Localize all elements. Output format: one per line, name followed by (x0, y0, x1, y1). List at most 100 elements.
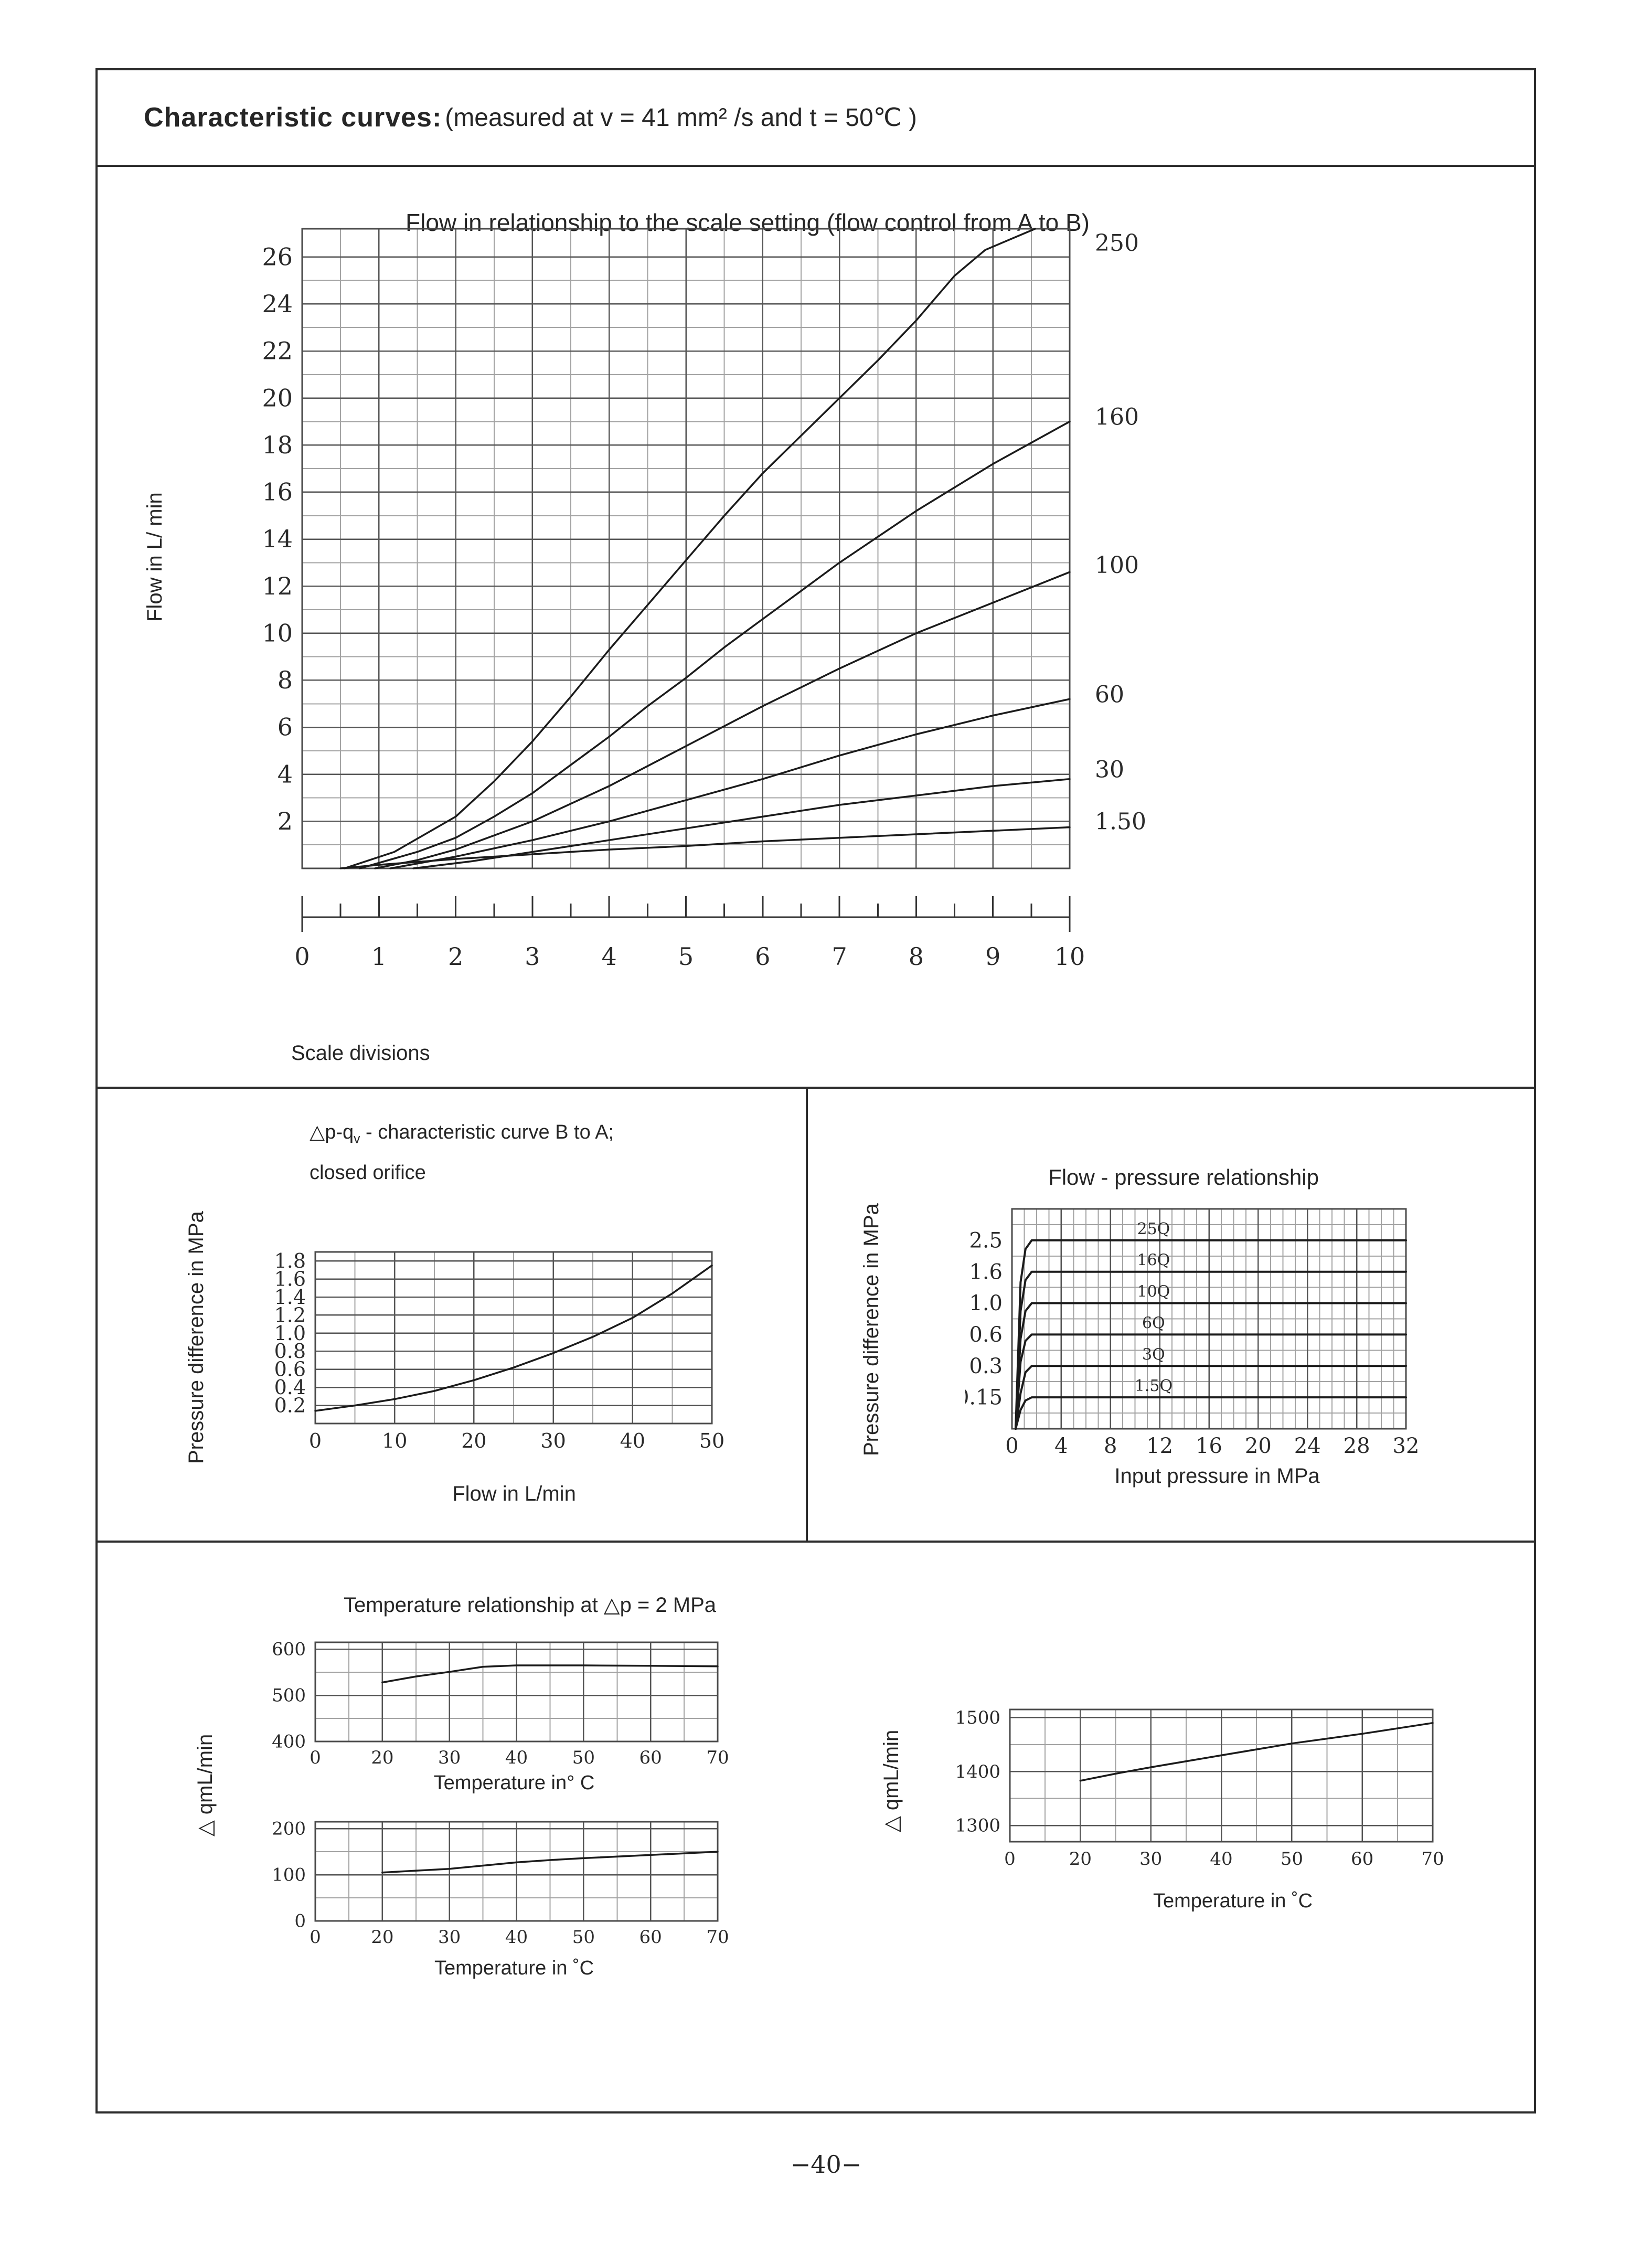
x-tick-label: 10 (382, 1429, 407, 1452)
dpqv-title-suffix: - characteristic curve B to A; (360, 1121, 614, 1143)
x-tick-label: 30 (438, 1747, 461, 1768)
curve-1.5Q (1015, 1396, 1407, 1430)
x-tick-label: 0 (309, 1429, 322, 1452)
flow-pressure-title: Flow - pressure relationship (1048, 1165, 1319, 1189)
x-tick-label: 20 (371, 1927, 393, 1948)
main-chart-ylabel: Flow in L/ min (143, 492, 166, 622)
header-title-rest: (measured at v = 41 mm² /s and t = 50℃ ) (445, 104, 917, 132)
x-tick-label: 60 (1351, 1849, 1373, 1870)
plot-frame (314, 1821, 719, 1922)
main-chart-xlabel: Scale divisions (291, 1042, 430, 1065)
curve-value-label: 100 (1095, 552, 1139, 579)
y-tick-label: 14 (262, 525, 293, 553)
curve-value-label: 1.50 (1095, 808, 1146, 835)
x-tick-label: 50 (1281, 1849, 1303, 1870)
x-tick-label: 5 (678, 942, 694, 971)
plot-frame (1009, 1708, 1434, 1843)
x-tick-label: 40 (505, 1747, 528, 1768)
y-tick-label: 0.8 (274, 1340, 306, 1363)
y-tick-label: 0 (294, 1911, 306, 1932)
x-tick-label: 0 (310, 1927, 321, 1948)
curve-name-label: 10Q (1137, 1283, 1170, 1301)
header-bar: Characteristic curves: (measured at v = … (98, 70, 1536, 167)
x-tick-label: 60 (640, 1927, 662, 1948)
temp-bottom-chart: 0 100 200 0 20 30 40 50 60 70 (272, 1819, 729, 1948)
dpqv-xlabel: Flow in L/min (452, 1482, 576, 1505)
y-tick-label: 26 (262, 242, 293, 271)
x-tick-label: 40 (620, 1429, 645, 1452)
x-tick-label: 40 (1210, 1849, 1232, 1870)
x-tick-label: 8 (1104, 1434, 1117, 1458)
dpqv-title-line1: △p-qv - characteristic curve B to A; (310, 1120, 614, 1148)
y-tick-label: 100 (272, 1865, 306, 1886)
x-tick-label: 20 (461, 1429, 486, 1452)
curve-name-label: 3Q (1142, 1345, 1165, 1364)
x-tick-label: 1 (371, 942, 387, 971)
curve-10Q (1015, 1302, 1407, 1430)
y-tick-label: 1500 (955, 1707, 1000, 1728)
y-tick-label: 1.6 (274, 1268, 306, 1291)
y-tick-label: 0.15 (965, 1386, 1003, 1410)
temp-right-xlabel: Temperature in ˚C (1153, 1890, 1313, 1912)
x-tick-label: 4 (1054, 1434, 1068, 1458)
y-tick-label: 18 (262, 431, 293, 459)
y-tick-label: 1.8 (274, 1249, 306, 1272)
dpqv-chart: 0.20.40.60.81.01.21.41.61.8 0 10 20 30 40 50 (274, 1249, 725, 1452)
y-tick-label: 600 (272, 1639, 306, 1660)
curve-delta-q (381, 1664, 719, 1684)
temp-top-chart: 400 500 600 0 20 30 40 50 60 70 (272, 1639, 729, 1768)
y-tick-label: 1.6 (969, 1260, 1003, 1284)
curve-160 (358, 420, 1071, 869)
x-tick-label: 28 (1344, 1434, 1370, 1458)
x-tick-label: 40 (505, 1927, 528, 1948)
curve-delta-q (381, 1851, 719, 1874)
y-tick-label: 1.2 (274, 1303, 306, 1326)
flow-pressure-chart: 0.15 0.3 0.6 1.0 1.6 2.5 0 4 8 12 16 20 24 28 32 25Q 16Q… (965, 1208, 1420, 1458)
x-tick-label: 0 (310, 1747, 321, 1768)
x-tick-label: 3 (525, 942, 540, 971)
x-tick-label: 60 (640, 1747, 662, 1768)
temp-top-xlabel: Temperature in° C (433, 1772, 595, 1794)
x-tick-label: 32 (1393, 1434, 1420, 1458)
curve-name-label: 16Q (1137, 1251, 1170, 1270)
temp-bottom-xlabel: Temperature in ˚C (434, 1957, 594, 1979)
x-tick-label: 2 (448, 942, 463, 971)
temp-ylabel: △ qmL/min (194, 1734, 217, 1836)
header-title-bold: Characteristic curves: (144, 102, 442, 133)
curve-1.50 (339, 826, 1071, 869)
y-tick-label: 4 (278, 760, 293, 788)
x-tick-label: 9 (985, 942, 1000, 971)
x-tick-label: 30 (438, 1927, 461, 1948)
y-tick-label: 400 (272, 1732, 306, 1753)
curve-value-label: 30 (1095, 757, 1124, 783)
y-tick-label: 1.4 (274, 1286, 306, 1309)
page-number: −40− (790, 2150, 862, 2179)
curve-name-label: 25Q (1137, 1220, 1170, 1238)
y-tick-label: 22 (262, 337, 293, 365)
section-divider-1 (98, 1087, 1536, 1089)
x-tick-label: 30 (1139, 1849, 1162, 1870)
y-tick-label: 1.0 (274, 1322, 306, 1345)
dpqv-title-prefix: △p-q (310, 1121, 354, 1143)
curve-name-label: 6Q (1142, 1314, 1165, 1332)
curve-name-label: 1.5Q (1135, 1377, 1173, 1395)
y-tick-label: 2.5 (969, 1228, 1003, 1252)
dpqv-title-line2: closed orifice (310, 1162, 426, 1184)
x-tick-label: 12 (1146, 1434, 1173, 1458)
y-tick-label: 8 (278, 666, 293, 694)
section-divider-vertical (806, 1089, 808, 1541)
x-tick-label: 0 (1004, 1849, 1016, 1870)
y-tick-label: 16 (262, 478, 293, 506)
x-tick-label: 8 (909, 942, 924, 971)
y-tick-label: 200 (272, 1819, 306, 1840)
flow-pressure-xlabel: Input pressure in MPa (1114, 1464, 1320, 1488)
main-chart-title: Flow in relationship to the scale settin… (406, 209, 1090, 236)
curve-3Q (1015, 1365, 1407, 1430)
x-tick-label: 16 (1196, 1434, 1222, 1458)
x-tick-label: 20 (1245, 1434, 1272, 1458)
temp-right-chart: 1300 1400 1500 0 20 30 40 50 60 70 (955, 1707, 1444, 1870)
x-tick-label: 7 (832, 942, 847, 971)
plot-frame (1011, 1208, 1407, 1430)
y-tick-label: 500 (272, 1685, 306, 1706)
